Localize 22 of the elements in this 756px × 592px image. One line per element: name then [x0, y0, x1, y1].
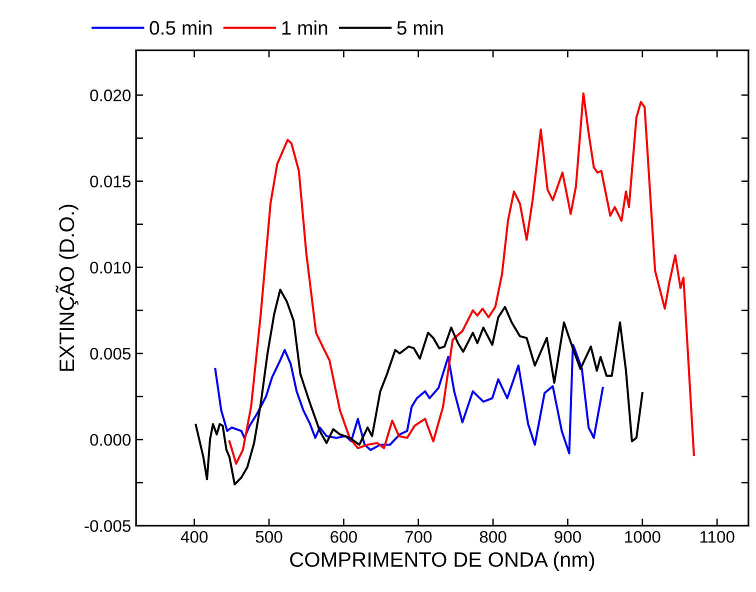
y-tick-label: 0.010 [90, 262, 131, 274]
y-tick-label: 0.020 [90, 90, 131, 102]
x-tick-label: 900 [554, 530, 581, 543]
legend-label: 0.5 min [150, 20, 212, 35]
x-axis-title: COMPRIMENTO DE ONDA (nm) [290, 552, 594, 572]
x-tick-label: 400 [180, 530, 208, 543]
x-tick-label: 800 [480, 530, 506, 543]
y-tick-label: 0.000 [90, 434, 131, 446]
y-tick-label: 0.015 [90, 176, 131, 188]
line-series [214, 344, 604, 454]
y-tick-label: 0.005 [90, 348, 131, 360]
y-tick-label: -0.005 [84, 520, 131, 532]
x-tick-label: 1000 [625, 530, 660, 543]
line-series [228, 92, 695, 465]
line-series [194, 288, 644, 486]
legend-label: 5 min [397, 20, 443, 35]
x-tick-label: 600 [330, 530, 357, 543]
legend-label: 1 min [282, 20, 328, 35]
x-tick-label: 1100 [700, 530, 734, 543]
x-tick-label: 500 [256, 530, 282, 543]
y-axis-title: EXTINÇÃO (D.O.) [56, 204, 78, 371]
x-tick-label: 700 [405, 530, 432, 543]
